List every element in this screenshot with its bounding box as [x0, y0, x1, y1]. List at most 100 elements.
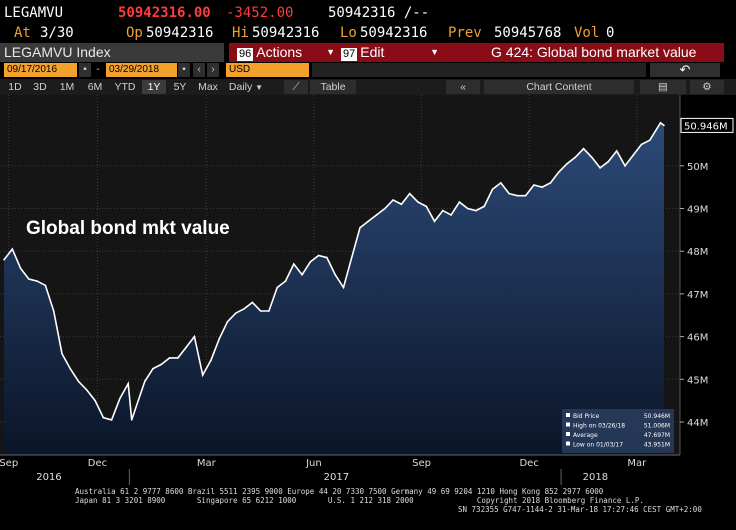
ticker: LEGAMVU [4, 5, 64, 21]
data-point [533, 184, 535, 186]
line-chart-icon[interactable]: ⟋ [284, 80, 308, 94]
legend-swatch [566, 441, 570, 446]
legend-swatch [566, 432, 570, 436]
period-1y[interactable]: 1Y [142, 80, 166, 94]
data-point [309, 261, 312, 263]
y-tick-label: 45M [687, 375, 708, 386]
undo-icon[interactable]: ↶ [650, 63, 720, 77]
legend-value: 50.946M [644, 413, 670, 420]
data-point [334, 273, 337, 276]
last-price: 50942316.00 [118, 5, 211, 21]
legend-swatch [566, 413, 570, 417]
legend-value: 51.006M [644, 423, 670, 430]
period-6m[interactable]: 6M [87, 81, 103, 93]
data-point [500, 182, 502, 184]
prev-label: Prev [448, 25, 482, 41]
data-point [326, 256, 328, 259]
calendar-icon[interactable]: ▪ [178, 63, 190, 77]
chevron-down-icon: ▼ [255, 83, 264, 92]
data-point [342, 286, 345, 289]
data-point [466, 207, 469, 210]
volume-label: Vol [574, 25, 600, 41]
data-point [615, 150, 618, 152]
data-point [28, 278, 30, 280]
data-point [574, 156, 577, 159]
data-point [193, 335, 196, 338]
legend-box [562, 409, 674, 453]
chart-content-button[interactable]: Chart Content [484, 80, 634, 94]
data-point [591, 156, 593, 159]
print-icon[interactable]: ▤ [640, 80, 686, 94]
legend-label: Bid Price [573, 413, 599, 420]
edit-label: Edit [360, 44, 385, 60]
x-tick-label: Dec [88, 458, 107, 469]
y-axis: 44M 45M 46M 47M 48M 49M 50M [680, 162, 708, 429]
data-point [400, 203, 403, 205]
chevron-down-icon: ▼ [430, 47, 439, 57]
data-point [607, 160, 610, 163]
data-point [152, 367, 154, 370]
currency-select[interactable]: USD [226, 63, 309, 77]
calendar-icon[interactable]: ▪ [79, 63, 91, 77]
x-tick-label: Sep [0, 458, 18, 469]
at-value: 3/30 [40, 25, 74, 41]
data-point [317, 254, 320, 257]
x-year-label: 2018 [583, 472, 608, 483]
data-point [599, 167, 601, 169]
table-button[interactable]: Table [310, 80, 356, 94]
data-point [19, 267, 22, 270]
price-chart[interactable]: Global bond mkt value 44M 45M 46M 47M 48M 49M… [0, 95, 736, 485]
edit-menu[interactable]: 97 Edit ▼ [333, 43, 443, 62]
data-point [524, 194, 527, 197]
data-point [127, 382, 129, 385]
data-point [243, 308, 245, 310]
data-point [201, 374, 204, 376]
y-tick-label: 50M [687, 162, 708, 173]
open-value: 50942316 [146, 25, 214, 41]
low-label: Lo [340, 25, 357, 41]
actions-menu[interactable]: 96 Actions ▼ [229, 43, 339, 62]
period-max[interactable]: Max [198, 81, 218, 93]
data-point [417, 201, 419, 203]
data-point [359, 226, 361, 229]
data-point [44, 284, 47, 287]
gear-icon[interactable]: ⚙ [690, 80, 724, 94]
y-tick-label: 47M [687, 290, 708, 301]
bid-ask: 50942316 /-- [328, 5, 430, 21]
chart-title: Global bond mkt value [26, 218, 230, 239]
data-point [110, 419, 113, 421]
chevron-right-icon[interactable]: › [207, 63, 219, 77]
period-ytd[interactable]: YTD [114, 81, 136, 93]
collapse-icon[interactable]: « [446, 80, 480, 94]
toolbar-spacer [312, 63, 646, 77]
frequency-label: Daily [228, 81, 253, 93]
chevron-left-icon[interactable]: ‹ [193, 63, 205, 77]
data-point [185, 346, 187, 349]
data-point [177, 357, 179, 359]
data-point [276, 286, 279, 289]
data-point [663, 124, 665, 127]
security-name[interactable]: LEGAMVU Index [0, 43, 224, 62]
quote-line-1: LEGAMVU 50942316.00 -3452.00 50942316 /-… [0, 4, 736, 22]
legend-label: High on 03/26/18 [573, 423, 625, 430]
data-point [541, 186, 543, 188]
frequency-select[interactable]: Daily ▼ [226, 80, 266, 94]
period-1d[interactable]: 1D [8, 81, 22, 93]
period-1m[interactable]: 1M [59, 81, 75, 93]
period-5y[interactable]: 5Y [173, 81, 187, 93]
data-point [259, 310, 262, 312]
data-point [218, 337, 221, 340]
start-date-input[interactable]: 09/17/2016 [4, 63, 77, 77]
data-point [566, 162, 568, 165]
data-point [450, 214, 452, 216]
footer-contacts-1: Australia 61 2 9777 8600 Brazil 5511 239… [75, 487, 604, 496]
end-date-input[interactable]: 03/29/2018 [106, 63, 177, 77]
data-point [392, 199, 394, 201]
data-point [425, 205, 428, 208]
legend-label: Average [573, 432, 598, 439]
period-3d[interactable]: 3D [33, 81, 47, 93]
data-point [582, 147, 585, 150]
data-point [458, 201, 461, 203]
data-point [235, 312, 237, 314]
data-point [483, 205, 486, 208]
